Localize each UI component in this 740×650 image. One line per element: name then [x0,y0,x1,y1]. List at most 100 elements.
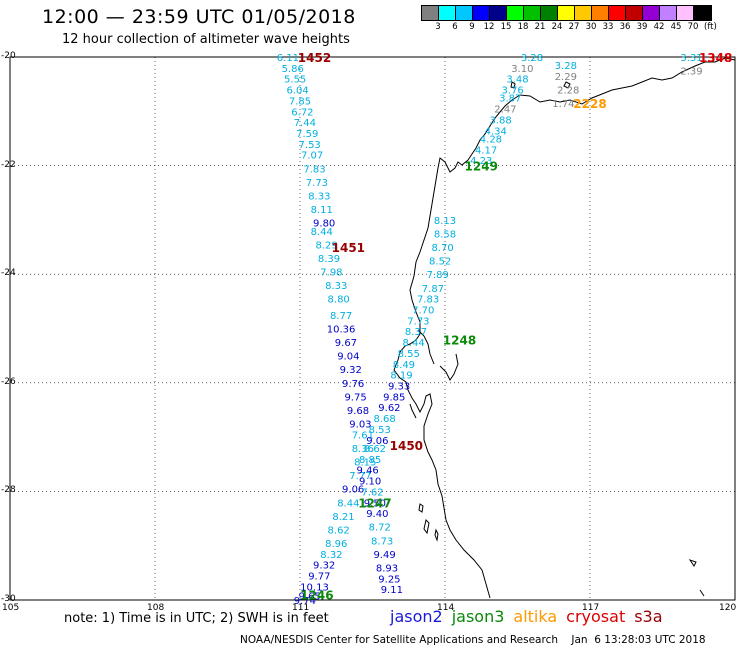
wave-height-value: 8.36 [352,444,374,455]
wave-height-value: 9.11 [381,585,403,596]
wave-height-value: 9.68 [347,406,369,417]
wave-height-value: 9.06 [342,485,364,496]
legend-swatch [456,6,473,20]
wave-height-value: 9.77 [308,572,330,583]
legend-tick-label: 39 [636,22,648,32]
wave-height-value: 2.29 [555,72,577,83]
legend-swatch [592,6,609,20]
legend-swatch [541,6,558,20]
wave-height-value: 8.72 [369,523,391,534]
legend-tick-label: 70 [687,22,699,32]
wave-height-value: 9.49 [373,550,395,561]
wave-height-value: 4.28 [480,134,502,145]
satellite-name: jason2 [390,607,443,626]
legend-tick-label: 30 [585,22,597,32]
page-subtitle: 12 hour collection of altimeter wave hei… [62,32,350,47]
altimeter-tracks: 6.115.865.556.047.856.727.447.597.537.07… [277,53,703,607]
wave-height-value: 3.88 [489,115,511,126]
wave-height-value: 7.53 [299,140,321,151]
pass-time-label: 1452 [298,51,331,65]
wave-height-value: 9.04 [337,352,359,363]
wave-height-value: 9.46 [357,466,379,477]
wave-height-value: 9.03 [349,420,371,431]
wave-height-value: 8.52 [429,257,451,268]
wave-height-value: 7.59 [296,129,318,140]
legend-swatch [660,6,677,20]
pass-time-label: 1247 [358,496,391,510]
wave-height-value: 8.19 [390,371,412,382]
legend-swatch [677,6,694,20]
pass-time-label: 2228 [573,97,606,111]
wave-height-value: 9.76 [342,379,364,390]
latitude-label: -20 [1,51,16,61]
wave-height-value: 9.85 [383,392,405,403]
pass-labels: 1452 1348 2228 1249 1451 1248 1450 1247 1246 [298,51,733,603]
legend-tick-label: 33 [602,22,614,32]
wave-height-value: 8.73 [371,536,393,547]
wave-height-value: 8.53 [369,425,391,436]
satellite-track: 3.282.29 2.28 1.74 [552,61,579,110]
wave-height-value: 2.47 [494,105,516,116]
wave-height-value: 2.39 [680,67,702,78]
pass-time-label: 1348 [699,51,732,65]
wave-height-value: 8.44 [402,338,424,349]
longitude-label: 111 [292,603,310,613]
wave-height-value: 9.32 [340,365,362,376]
wave-height-value: 9.65 [299,592,321,603]
wave-height-value: 7.07 [301,151,323,162]
legend-swatch [473,6,490,20]
legend-swatch [490,6,507,20]
pass-time-label: 1249 [465,160,498,174]
satellite-name: jason3 [451,607,505,626]
wave-height-value: 8.80 [328,295,350,306]
legend-swatch [507,6,524,20]
latitude-label: -24 [1,268,16,279]
legend-swatch [422,6,439,20]
wave-height-value: 10.13 [300,582,329,593]
latitude-label: -30 [1,594,16,604]
wave-height-value: 9.50 [364,498,386,509]
legend-swatch [524,6,541,20]
legend-tick-label: 9 [469,22,475,32]
wave-height-value: 8.11 [311,205,333,216]
wave-height-value: 8.93 [376,563,398,574]
wave-height-value: 3.28 [555,61,577,72]
wave-height-value: 5.55 [284,75,306,86]
footer-credit: NOAA/NESDIS Center for Satellite Applica… [240,634,706,646]
wave-height-value: 9.74 [294,596,316,607]
wave-height-value: 8.77 [330,311,352,322]
wave-height-value: 9.75 [344,392,366,403]
wave-height-value: 8.33 [308,191,330,202]
legend-swatch [643,6,660,20]
wave-height-value: 5.86 [282,64,304,75]
legend-swatch [694,6,711,20]
wave-height-value: 7.61 [352,430,374,441]
wave-height-value: 8.37 [405,327,427,338]
longitude-label: 117 [582,603,600,613]
wave-height-value: 7.83 [303,164,325,175]
legend-tick-label: 15 [500,22,512,32]
latitude-label: -28 [1,485,16,496]
map-frame [9,56,736,601]
wave-height-value: 6.04 [286,86,308,97]
wave-height-value: 8.62 [328,525,350,536]
legend-tick-label: 21 [534,22,546,32]
wave-height-value: 3.31 [680,53,702,64]
wave-height-value: 9.40 [366,509,388,520]
wave-height-value: 3.87 [499,94,521,105]
pass-time-label: 1246 [300,589,333,603]
wave-height-value: 8.70 [431,243,453,254]
wave-height-value: 8.29 [315,240,337,251]
pass-time-label: 1451 [332,241,365,255]
legend-tick-label: 45 [670,22,682,32]
wave-height-value: 8.32 [320,550,342,561]
wave-height-value: 4.23 [470,156,492,167]
legend-ticks: 3 6 9 12 15 18 21 24 27 30 33 36 39 42 45 70 (ft) [421,22,733,34]
wave-height-value: 9.62 [378,403,400,414]
satellite-name: altika [513,607,558,626]
wave-height-value: 3.28 [521,53,543,64]
coastline [393,57,736,599]
wave-height-value: 3.48 [506,75,528,86]
wave-height-value: 8.15 [354,458,376,469]
wave-height-value: 8.58 [434,229,456,240]
